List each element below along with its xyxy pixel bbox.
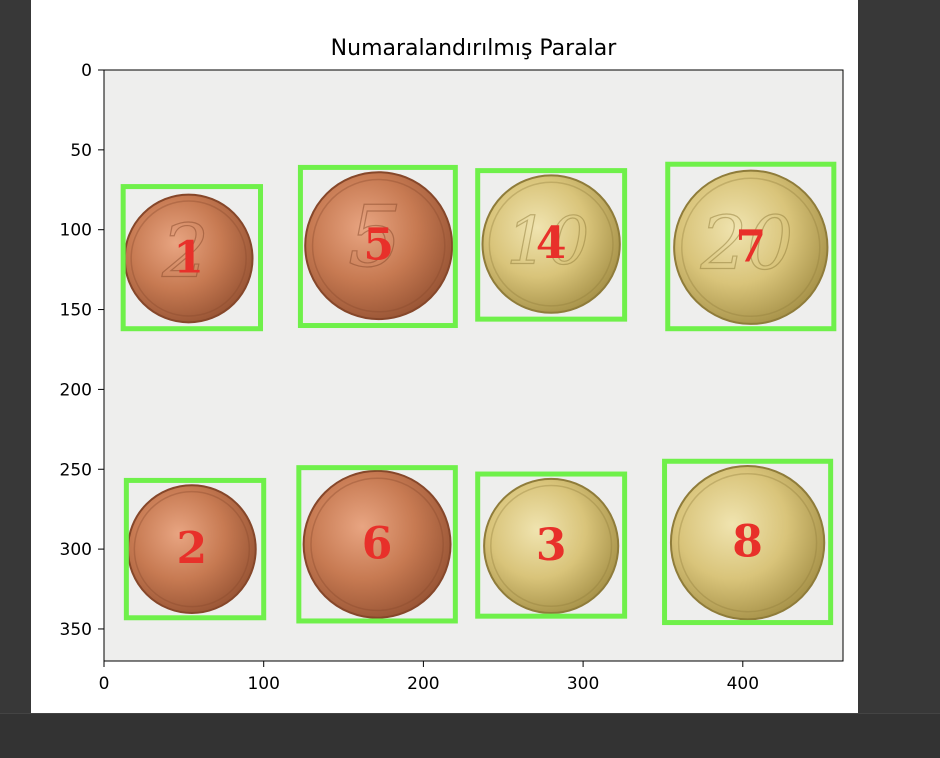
coin-number-label: 7: [735, 221, 766, 272]
bounding-box: [662, 458, 834, 626]
bounding-box: [475, 471, 628, 619]
y-tick-label: 250: [60, 460, 92, 480]
coin-denomination: 2: [161, 209, 209, 294]
coin-number-label: 6: [362, 518, 393, 569]
axes-frame: [103, 69, 844, 662]
output-area-bottom: [0, 713, 940, 758]
coin-number-label: 1: [173, 232, 204, 283]
coin-inner-ring: [488, 181, 614, 307]
bounding-box: [475, 168, 628, 322]
y-tick-label: 350: [60, 620, 92, 640]
coin-8: [669, 465, 826, 621]
y-tick-label: 200: [60, 380, 92, 400]
y-tick-label: 150: [60, 301, 92, 321]
chart-title: Numaralandırılmış Paralar: [331, 36, 618, 61]
y-tick-label: 0: [81, 61, 92, 81]
coin-3: [483, 477, 620, 614]
coin-image-plot: Numaralandırılmış Paralar 212 31045562078…: [60, 36, 844, 694]
x-tick-label: 100: [247, 674, 279, 694]
coin-number-label: 4: [536, 218, 567, 269]
coin-inner-ring: [133, 490, 251, 608]
bounding-box: [296, 465, 458, 624]
coin-inner-ring: [130, 200, 247, 317]
coin-7: [673, 169, 829, 325]
coin-inner-ring: [310, 477, 444, 612]
coin-4: [481, 174, 621, 314]
figure-canvas: Numaralandırılmış Paralar 2 1 2 3 10 4 5 5 6 20 7 8…: [31, 0, 858, 713]
coin-inner-ring: [681, 177, 821, 318]
coin-6: [302, 469, 452, 619]
coin-number-label: 5: [363, 220, 394, 271]
coin-denomination: 20: [700, 202, 794, 287]
y-tick-label: 100: [60, 221, 92, 241]
coin-inner-ring: [490, 484, 613, 608]
x-tick-label: 300: [567, 674, 599, 694]
y-tick-label: 300: [60, 540, 92, 560]
coin-number-label: 8: [732, 517, 763, 568]
y-tick-label: 50: [70, 141, 92, 161]
bounding-box: [665, 161, 837, 332]
x-tick-label: 400: [727, 674, 759, 694]
bounding-box: [120, 184, 264, 332]
right-gutter: [858, 0, 940, 713]
x-tick-label: 200: [407, 674, 439, 694]
coin-inner-ring: [677, 472, 818, 613]
coin-5: [304, 171, 454, 321]
coin-inner-ring: [311, 178, 446, 313]
bounding-box: [297, 164, 458, 329]
coin-number-label: 3: [536, 520, 567, 571]
coin-denomination: 5: [348, 188, 402, 286]
coin-denomination: 10: [506, 203, 589, 279]
x-tick-label: 0: [99, 674, 110, 694]
coin-number-label: 2: [177, 523, 208, 574]
bounding-box: [123, 477, 267, 621]
